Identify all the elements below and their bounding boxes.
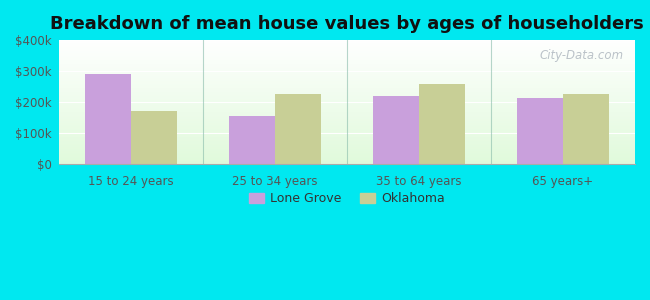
Bar bbox=[275, 94, 321, 164]
Bar bbox=[85, 74, 131, 164]
Bar bbox=[419, 84, 465, 164]
Bar bbox=[373, 96, 419, 164]
Text: City-Data.com: City-Data.com bbox=[540, 49, 623, 62]
Bar bbox=[517, 98, 563, 164]
Bar bbox=[229, 116, 275, 164]
Bar bbox=[563, 94, 609, 164]
Legend: Lone Grove, Oklahoma: Lone Grove, Oklahoma bbox=[244, 187, 450, 210]
Bar bbox=[131, 111, 177, 164]
Title: Breakdown of mean house values by ages of householders: Breakdown of mean house values by ages o… bbox=[50, 15, 644, 33]
